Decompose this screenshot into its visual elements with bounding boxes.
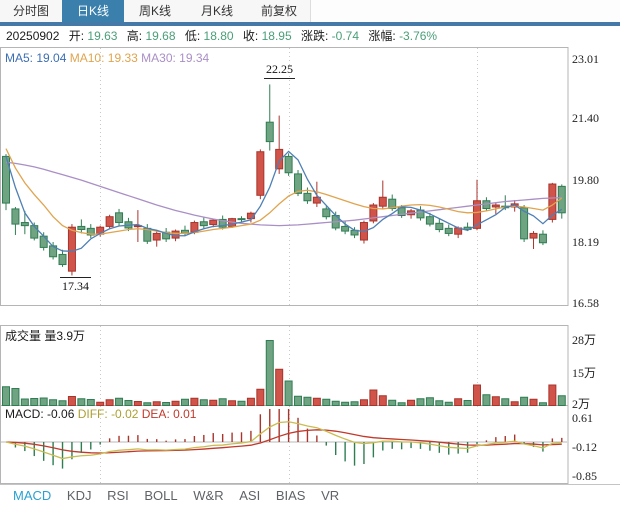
price-axis-label-2: 21.40 [572, 111, 599, 125]
macd-legend: MACD: -0.06 DIFF: -0.02 DEA: 0.01 [5, 407, 196, 421]
indicator-tab-boll[interactable]: BOLL [144, 488, 178, 503]
price-axis-label-5: 16.58 [572, 296, 599, 310]
ohlc-info-bar: 20250902 开: 19.63 高: 19.68 低: 18.80 收: 1… [0, 26, 620, 47]
dea-label: DEA: [141, 407, 170, 421]
active-tab-strip [0, 22, 620, 26]
volume-panel[interactable] [0, 325, 568, 406]
close-value: 18.95 [261, 29, 292, 43]
diff-label: DIFF: [77, 407, 108, 421]
volume-title: 成交量 [5, 329, 42, 343]
tab-daily-k[interactable]: 日K线 [62, 0, 125, 22]
tab-timeline[interactable]: 分时图 [0, 0, 63, 22]
diff-value: -0.02 [111, 407, 139, 421]
price-axis-label-1: 23.01 [572, 52, 599, 66]
indicator-tab-bias[interactable]: BIAS [275, 488, 306, 503]
tab-forward-adjusted[interactable]: 前复权 [248, 0, 311, 22]
close-label: 收: [242, 29, 259, 43]
ma5-label: MA5: [5, 51, 34, 65]
price-axis-label-4: 18.19 [572, 235, 599, 249]
macd-value: -0.06 [47, 407, 75, 421]
tab-weekly-k[interactable]: 周K线 [124, 0, 187, 22]
period-low-annotation: 17.34 [60, 277, 91, 293]
volume-axis-label-2: 15万 [572, 366, 597, 380]
ma-legend: MA5: 19.04 MA10: 19.33 MA30: 19.34 [5, 51, 209, 65]
ma30-label: MA30: [141, 51, 176, 65]
indicator-tabbar: MACD KDJ RSI BOLL W&R ASI BIAS VR [0, 484, 620, 506]
indicator-tab-kdj[interactable]: KDJ [66, 488, 92, 503]
volume-axis-label-3: 2万 [572, 397, 591, 411]
high-value: 19.68 [145, 29, 176, 43]
indicator-tab-vr[interactable]: VR [321, 488, 340, 503]
period-high-annotation: 22.25 [264, 62, 295, 79]
ma10-label: MA10: [69, 51, 105, 65]
open-value: 19.63 [87, 29, 118, 43]
macd-axis-label-3: -0.85 [572, 469, 597, 483]
volume-current: 量3.9万 [44, 329, 86, 343]
low-label: 低: [184, 29, 201, 43]
macd-axis-label-1: 0.61 [572, 411, 593, 425]
ma5-value: 19.04 [36, 51, 67, 65]
open-label: 开: [68, 29, 85, 43]
indicator-tab-macd[interactable]: MACD [13, 488, 52, 503]
low-value: 18.80 [203, 29, 234, 43]
price-axis-label-3: 19.80 [572, 173, 599, 187]
trade-date: 20250902 [6, 29, 60, 43]
main-candlestick-panel[interactable] [0, 47, 568, 305]
change-label: 涨跌: [300, 29, 329, 43]
ma10-value: 19.33 [107, 51, 138, 65]
indicator-tab-rsi[interactable]: RSI [107, 488, 129, 503]
change-pct-label: 涨幅: [368, 29, 396, 43]
dea-value: 0.01 [173, 407, 197, 421]
change-pct-value: -3.76% [399, 29, 438, 43]
ma30-value: 19.34 [179, 51, 210, 65]
tab-monthly-k[interactable]: 月K线 [186, 0, 249, 22]
volume-axis-label-1: 28万 [572, 333, 597, 347]
change-value: -0.74 [331, 29, 360, 43]
high-label: 高: [126, 29, 143, 43]
macd-axis-label-2: -0.12 [572, 440, 597, 454]
volume-legend: 成交量 量3.9万 [5, 327, 85, 344]
chart-type-tabbar: 分时图 日K线 周K线 月K线 前复权 [0, 0, 620, 22]
macd-label: MACD: [5, 407, 44, 421]
indicator-tab-wr[interactable]: W&R [193, 488, 224, 503]
indicator-tab-asi[interactable]: ASI [239, 488, 261, 503]
